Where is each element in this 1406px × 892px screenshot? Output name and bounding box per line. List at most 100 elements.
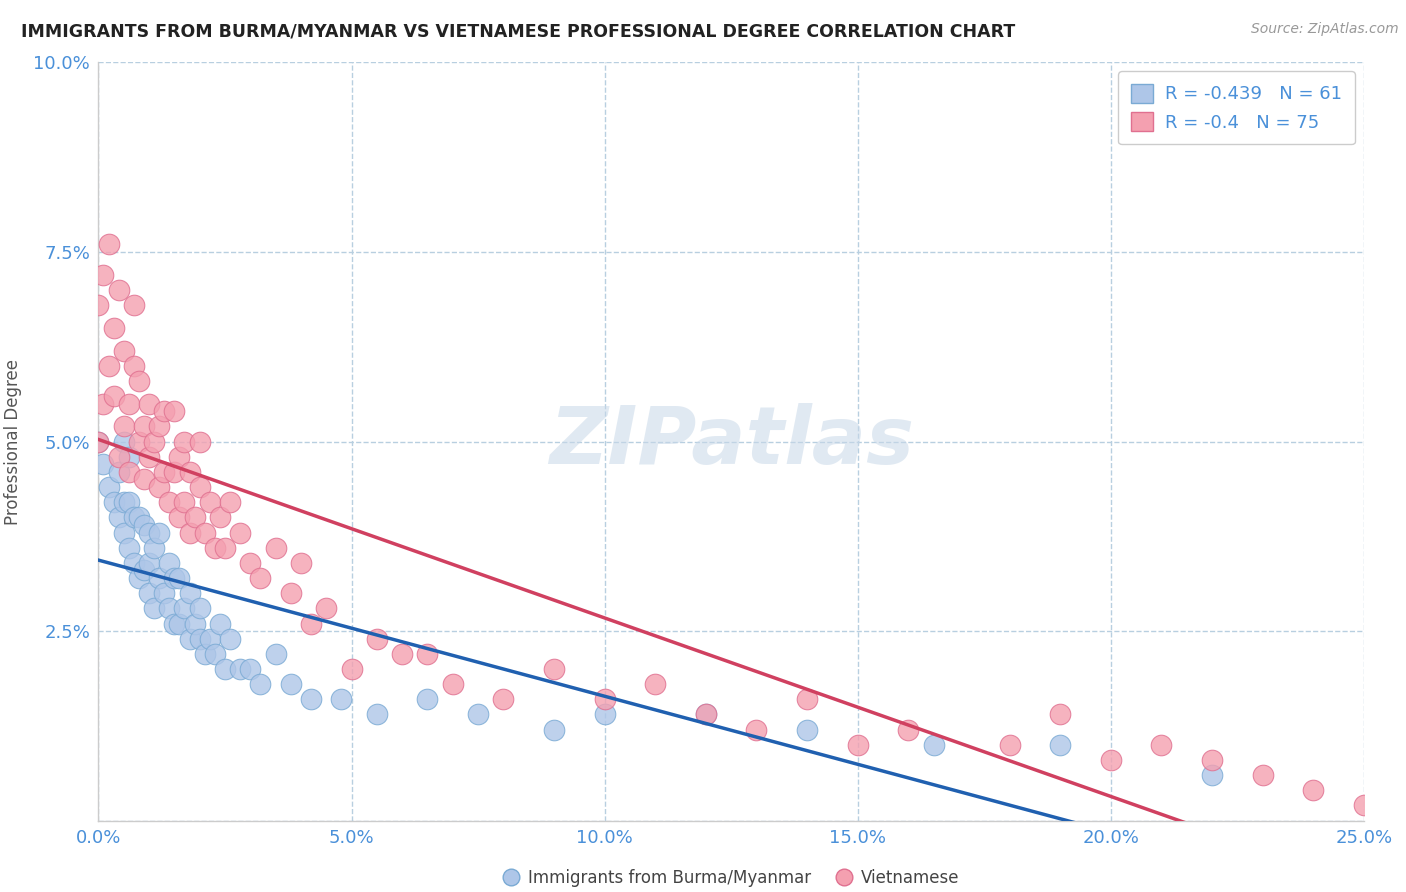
Point — [593, 692, 616, 706]
Text: IMMIGRANTS FROM BURMA/MYANMAR VS VIETNAMESE PROFESSIONAL DEGREE CORRELATION CHAR: IMMIGRANTS FROM BURMA/MYANMAR VS VIETNAM… — [21, 22, 1015, 40]
Point — [441, 677, 464, 691]
Point — [112, 434, 135, 449]
Point — [118, 541, 141, 555]
Point — [299, 692, 322, 706]
Point — [128, 571, 150, 585]
Point — [194, 525, 217, 540]
Point — [198, 495, 221, 509]
Point — [543, 723, 565, 737]
Point — [188, 480, 211, 494]
Point — [796, 692, 818, 706]
Point — [163, 465, 186, 479]
Point — [118, 495, 141, 509]
Point — [897, 723, 920, 737]
Point — [1201, 753, 1223, 767]
Point — [846, 738, 869, 752]
Point — [214, 662, 236, 676]
Point — [107, 450, 129, 464]
Point — [745, 723, 768, 737]
Point — [280, 586, 302, 600]
Point — [138, 396, 160, 410]
Point — [103, 320, 125, 334]
Point — [239, 662, 262, 676]
Point — [169, 571, 191, 585]
Point — [366, 707, 388, 722]
Point — [1049, 738, 1071, 752]
Point — [148, 525, 170, 540]
Point — [366, 632, 388, 646]
Point — [1302, 783, 1324, 797]
Text: ZIPatlas: ZIPatlas — [548, 402, 914, 481]
Point — [208, 510, 231, 524]
Point — [543, 662, 565, 676]
Point — [173, 495, 195, 509]
Point — [128, 434, 150, 449]
Point — [118, 465, 141, 479]
Point — [1099, 753, 1122, 767]
Point — [179, 465, 201, 479]
Point — [128, 374, 150, 388]
Point — [644, 677, 666, 691]
Point — [107, 283, 129, 297]
Point — [148, 571, 170, 585]
Point — [112, 343, 135, 358]
Point — [214, 541, 236, 555]
Point — [163, 404, 186, 418]
Point — [249, 677, 271, 691]
Point — [169, 510, 191, 524]
Point — [416, 692, 439, 706]
Point — [229, 662, 252, 676]
Point — [922, 738, 945, 752]
Point — [93, 396, 115, 410]
Point — [163, 616, 186, 631]
Legend: Immigrants from Burma/Myanmar, Vietnamese: Immigrants from Burma/Myanmar, Vietnames… — [495, 861, 967, 892]
Point — [132, 419, 155, 434]
Point — [315, 601, 337, 615]
Point — [179, 586, 201, 600]
Point — [138, 586, 160, 600]
Point — [163, 571, 186, 585]
Point — [132, 564, 155, 578]
Point — [183, 616, 205, 631]
Point — [416, 647, 439, 661]
Point — [330, 692, 353, 706]
Point — [132, 473, 155, 487]
Point — [173, 601, 195, 615]
Point — [143, 434, 166, 449]
Point — [157, 556, 180, 570]
Point — [112, 419, 135, 434]
Point — [107, 465, 129, 479]
Point — [143, 541, 166, 555]
Point — [112, 495, 135, 509]
Point — [112, 525, 135, 540]
Point — [97, 480, 120, 494]
Point — [153, 404, 176, 418]
Point — [229, 525, 252, 540]
Point — [1150, 738, 1173, 752]
Point — [239, 556, 262, 570]
Point — [695, 707, 717, 722]
Point — [1251, 768, 1274, 782]
Point — [179, 632, 201, 646]
Point — [87, 298, 110, 312]
Point — [188, 434, 211, 449]
Point — [153, 465, 176, 479]
Point — [1049, 707, 1071, 722]
Point — [148, 419, 170, 434]
Point — [340, 662, 363, 676]
Point — [169, 450, 191, 464]
Point — [391, 647, 413, 661]
Point — [264, 541, 287, 555]
Point — [1353, 798, 1375, 813]
Point — [467, 707, 489, 722]
Point — [118, 450, 141, 464]
Point — [204, 647, 226, 661]
Point — [103, 389, 125, 403]
Point — [695, 707, 717, 722]
Point — [132, 517, 155, 532]
Point — [93, 268, 115, 282]
Point — [87, 434, 110, 449]
Point — [138, 556, 160, 570]
Point — [492, 692, 515, 706]
Point — [179, 525, 201, 540]
